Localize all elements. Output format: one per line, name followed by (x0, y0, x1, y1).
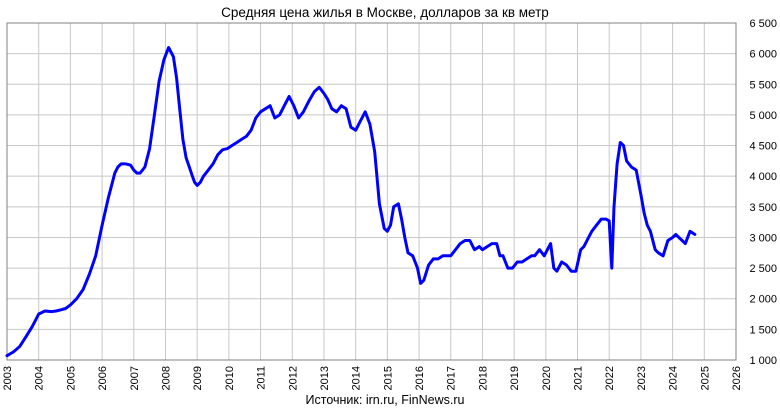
plot-frame (6, 22, 737, 361)
x-tick-label: 2004 (34, 366, 46, 390)
y-tick-label: 5 500 (749, 79, 777, 91)
series-layer (5, 46, 697, 358)
x-tick-label: 2016 (414, 366, 426, 390)
y-tick-label: 2 500 (749, 263, 777, 275)
series-line (5, 46, 697, 358)
x-tick-label: 2015 (382, 366, 394, 390)
x-tick-label: 2012 (287, 366, 299, 390)
x-tick-label: 2022 (604, 366, 616, 390)
x-tick-label: 2008 (160, 366, 172, 390)
y-axis: 1 000 1 500 2 000 2 500 3 000 3 500 4 000 4 500… (749, 18, 777, 367)
x-tick-label: 2005 (65, 366, 77, 390)
x-tick-label: 2026 (731, 366, 743, 390)
x-tick-label: 2013 (319, 366, 331, 390)
y-tick-label: 3 500 (749, 202, 777, 214)
x-tick-label: 2007 (129, 366, 141, 390)
x-tick-label: 2019 (509, 366, 521, 390)
x-tick-label: 2003 (2, 366, 14, 390)
y-tick-label: 6 000 (749, 49, 777, 61)
y-tick-label: 4 000 (749, 171, 777, 183)
x-tick-label: 2025 (699, 366, 711, 390)
x-tick-label: 2010 (224, 366, 236, 390)
x-axis: 2003 2004 2005 2006 2007 2008 2009 2010 2011 2012… (2, 366, 743, 390)
y-tick-label: 6 500 (749, 18, 777, 30)
chart-title: Средняя цена жилья в Москве, долларов за… (221, 5, 549, 20)
source-note: Источник: irn.ru, FinNews.ru (306, 393, 465, 407)
x-tick-label: 2021 (573, 366, 585, 390)
x-tick-label: 2017 (446, 366, 458, 390)
x-tick-label: 2020 (541, 366, 553, 390)
x-tick-label: 2006 (97, 366, 109, 390)
x-tick-label: 2023 (636, 366, 648, 390)
x-tick-label: 2011 (256, 366, 268, 390)
y-tick-label: 1 000 (749, 355, 777, 367)
x-tick-label: 2009 (192, 366, 204, 390)
x-tick-label: 2014 (351, 366, 363, 390)
y-tick-label: 3 000 (749, 232, 777, 244)
y-tick-label: 4 500 (749, 141, 777, 153)
x-tick-label: 2024 (668, 366, 680, 390)
grid (6, 22, 737, 361)
y-tick-label: 2 000 (749, 294, 777, 306)
y-tick-label: 1 500 (749, 324, 777, 336)
x-tick-label: 2018 (477, 366, 489, 390)
y-tick-label: 5 000 (749, 110, 777, 122)
